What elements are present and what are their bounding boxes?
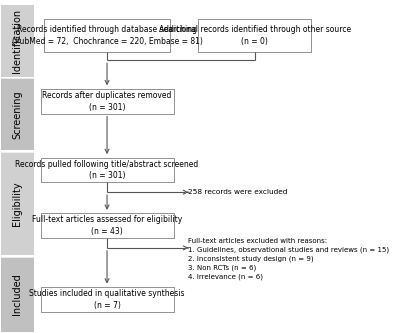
Text: Included: Included xyxy=(12,274,22,315)
Text: 258 records were excluded: 258 records were excluded xyxy=(188,189,288,195)
Text: Full-text articles assessed for eligibility
(n = 43): Full-text articles assessed for eligibil… xyxy=(32,215,182,236)
Text: Screening: Screening xyxy=(12,90,22,139)
Bar xyxy=(40,213,174,238)
Text: Records identified through database searching
(PubMed = 72,  Chochrance = 220, E: Records identified through database sear… xyxy=(12,25,202,46)
Text: Eligibility: Eligibility xyxy=(12,181,22,226)
FancyBboxPatch shape xyxy=(1,78,34,151)
Bar xyxy=(198,19,312,52)
Bar xyxy=(40,89,174,114)
Text: Identification: Identification xyxy=(12,9,22,73)
Text: Studies included in qualitative synthesis
(n = 7): Studies included in qualitative synthesi… xyxy=(29,289,185,310)
Bar xyxy=(40,158,174,182)
Text: Records after duplicates removed
(n = 301): Records after duplicates removed (n = 30… xyxy=(42,91,172,112)
FancyBboxPatch shape xyxy=(1,152,34,255)
Text: Full-text articles excluded with reasons:
1. Guidelines, observational studies a: Full-text articles excluded with reasons… xyxy=(188,237,390,280)
FancyBboxPatch shape xyxy=(1,5,34,77)
Bar xyxy=(44,19,170,52)
FancyBboxPatch shape xyxy=(1,257,34,332)
Text: Additional records identified through other source
(n = 0): Additional records identified through ot… xyxy=(159,25,351,46)
Text: Records pulled following title/abstract screened
(n = 301): Records pulled following title/abstract … xyxy=(16,160,199,180)
Bar xyxy=(40,287,174,312)
